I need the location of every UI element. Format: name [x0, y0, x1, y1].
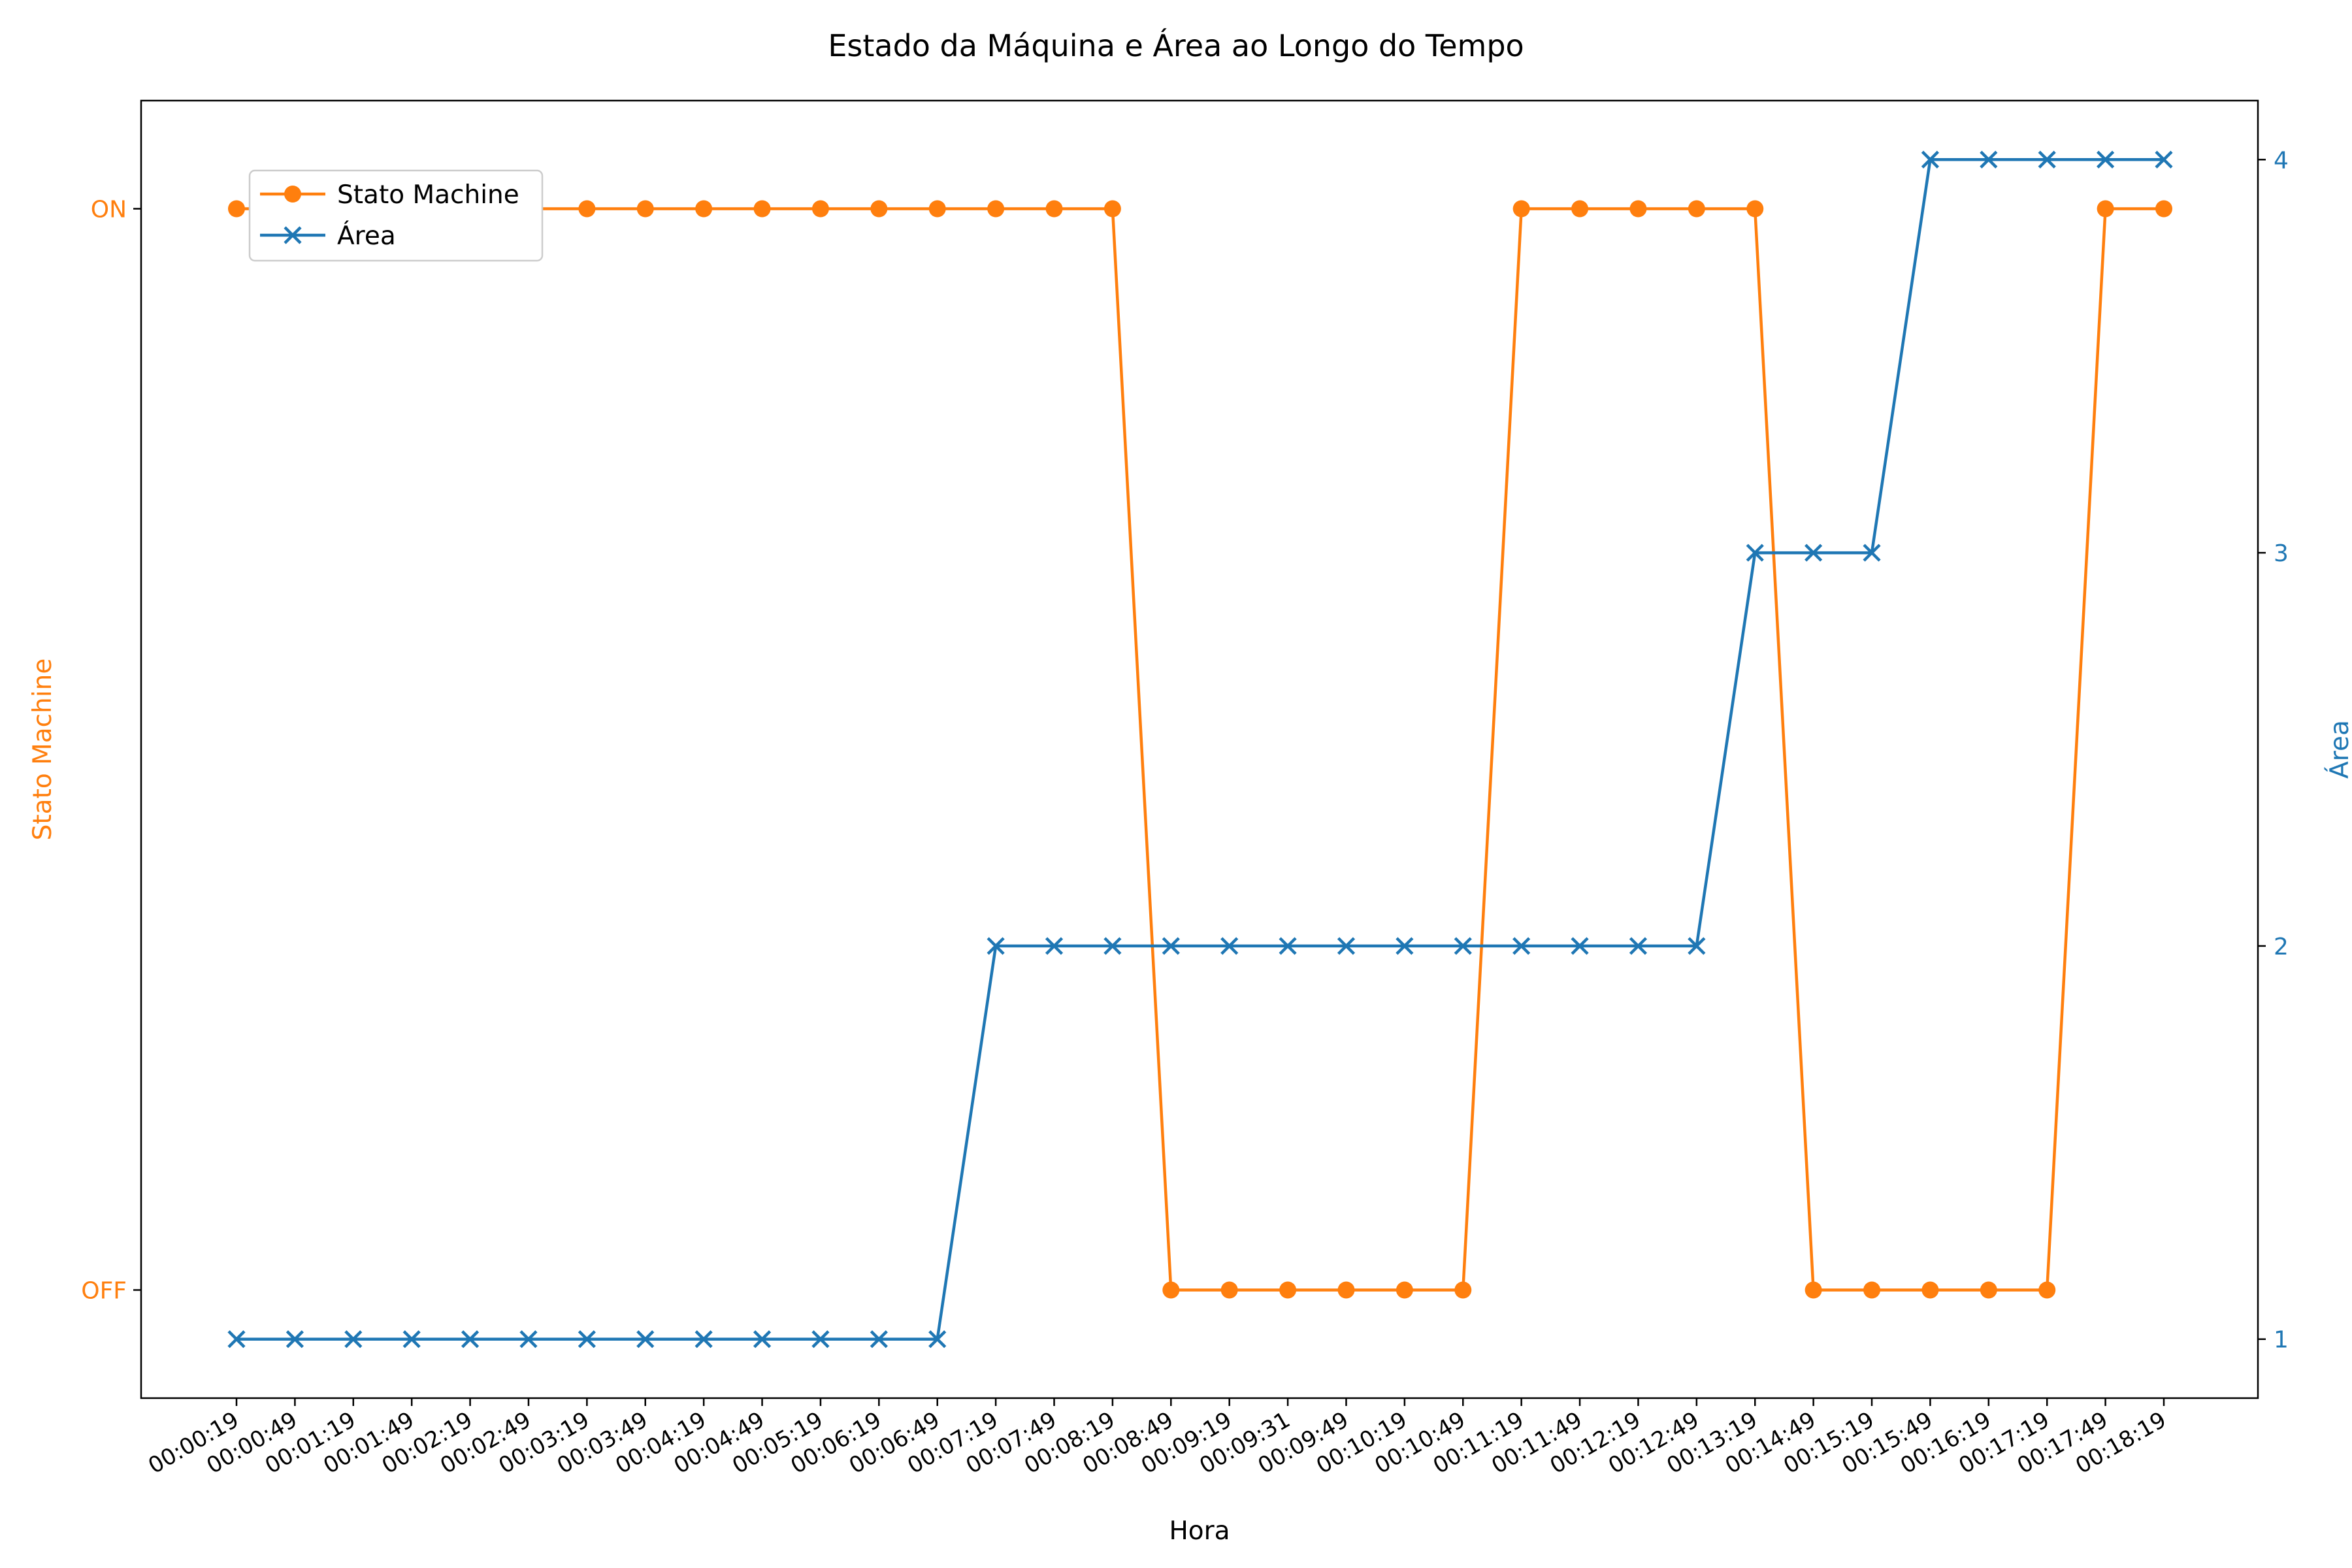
data-point-area — [578, 1330, 596, 1348]
data-point-area — [811, 1330, 830, 1348]
data-point-stato-machine — [811, 200, 829, 218]
data-point-area — [694, 1330, 713, 1348]
data-point-area — [870, 1330, 888, 1348]
left-tick-label: OFF — [81, 1278, 127, 1305]
data-point-area — [1571, 937, 1589, 955]
data-point-area — [1279, 937, 1297, 955]
data-point-area — [1103, 937, 1122, 955]
data-point-area — [1454, 937, 1472, 955]
data-point-stato-machine — [1162, 1281, 1180, 1299]
data-point-stato-machine — [1396, 1281, 1413, 1299]
left-axis-label: Stato Machine — [28, 659, 57, 841]
data-point-area — [1337, 937, 1356, 955]
data-point-stato-machine — [1980, 1281, 1997, 1299]
data-point-area — [1629, 937, 1648, 955]
right-axis-ticks: 1 2 3 4 — [2258, 147, 2289, 1354]
data-point-stato-machine — [2155, 200, 2172, 218]
data-point-area — [461, 1330, 480, 1348]
data-point-area — [928, 1330, 947, 1348]
data-point-stato-machine — [1746, 200, 1764, 218]
data-point-area — [402, 1330, 421, 1348]
data-point-stato-machine — [578, 200, 596, 218]
legend: Stato Machine Área — [248, 169, 544, 262]
data-point-area — [1162, 937, 1180, 955]
chart-title: Estado da Máquina e Área ao Longo do Tem… — [828, 28, 1524, 63]
legend-label-area: Área — [337, 220, 396, 251]
data-point-stato-machine — [1220, 1281, 1238, 1299]
data-point-area — [286, 1330, 304, 1348]
data-point-stato-machine — [1688, 200, 1705, 218]
legend-label-stato-machine: Stato Machine — [337, 180, 519, 210]
plot-frame — [140, 99, 2259, 1399]
data-point-area — [1805, 544, 1823, 562]
data-point-area — [1921, 150, 1940, 169]
data-point-stato-machine — [2038, 1281, 2056, 1299]
right-tick-label: 4 — [2274, 147, 2289, 174]
data-point-stato-machine — [987, 200, 1005, 218]
series-line-stato-machine — [237, 207, 2164, 1292]
plot-area — [141, 101, 2258, 1398]
data-point-area — [1396, 937, 1414, 955]
data-point-area — [987, 937, 1005, 955]
data-point-stato-machine — [1337, 1281, 1355, 1299]
data-point-area — [2155, 150, 2173, 169]
data-point-stato-machine — [1921, 1281, 1939, 1299]
right-tick-label: 3 — [2274, 540, 2289, 567]
data-point-stato-machine — [228, 200, 245, 218]
data-point-area — [1512, 937, 1531, 955]
data-point-stato-machine — [1863, 1281, 1881, 1299]
data-point-area — [2038, 150, 2056, 169]
legend-marker-area — [284, 226, 302, 244]
right-axis-label: Área — [2324, 720, 2352, 779]
data-point-area — [344, 1330, 363, 1348]
right-tick-label: 1 — [2274, 1327, 2289, 1354]
data-point-stato-machine — [870, 200, 888, 218]
data-point-area — [1863, 544, 1881, 562]
right-tick-label: 2 — [2274, 934, 2289, 960]
data-point-area — [1220, 937, 1239, 955]
data-point-stato-machine — [928, 200, 946, 218]
legend-marker-stato-machine — [284, 186, 301, 203]
left-axis-ticks: OFF ON — [81, 197, 141, 1305]
data-point-stato-machine — [695, 200, 713, 218]
data-point-stato-machine — [1571, 200, 1589, 218]
data-point-area — [636, 1330, 655, 1348]
data-point-stato-machine — [753, 200, 771, 218]
data-point-stato-machine — [1045, 200, 1063, 218]
data-point-area — [753, 1330, 772, 1348]
data-point-area — [2097, 150, 2115, 169]
data-point-area — [1688, 937, 1706, 955]
left-tick-label: ON — [91, 197, 127, 223]
data-point-stato-machine — [1279, 1281, 1297, 1299]
data-point-area — [1746, 544, 1764, 562]
data-point-stato-machine — [1454, 1281, 1472, 1299]
data-point-area — [1045, 937, 1064, 955]
data-point-stato-machine — [636, 200, 654, 218]
series-line-area — [237, 158, 2164, 1341]
x-axis-label: Hora — [1169, 1516, 1230, 1546]
data-point-area — [519, 1330, 538, 1348]
data-point-stato-machine — [1103, 200, 1121, 218]
data-point-area — [227, 1330, 246, 1348]
data-point-stato-machine — [1629, 200, 1647, 218]
data-point-stato-machine — [1805, 1281, 1822, 1299]
data-point-stato-machine — [1512, 200, 1530, 218]
data-point-area — [1980, 150, 1998, 169]
data-point-stato-machine — [2097, 200, 2114, 218]
